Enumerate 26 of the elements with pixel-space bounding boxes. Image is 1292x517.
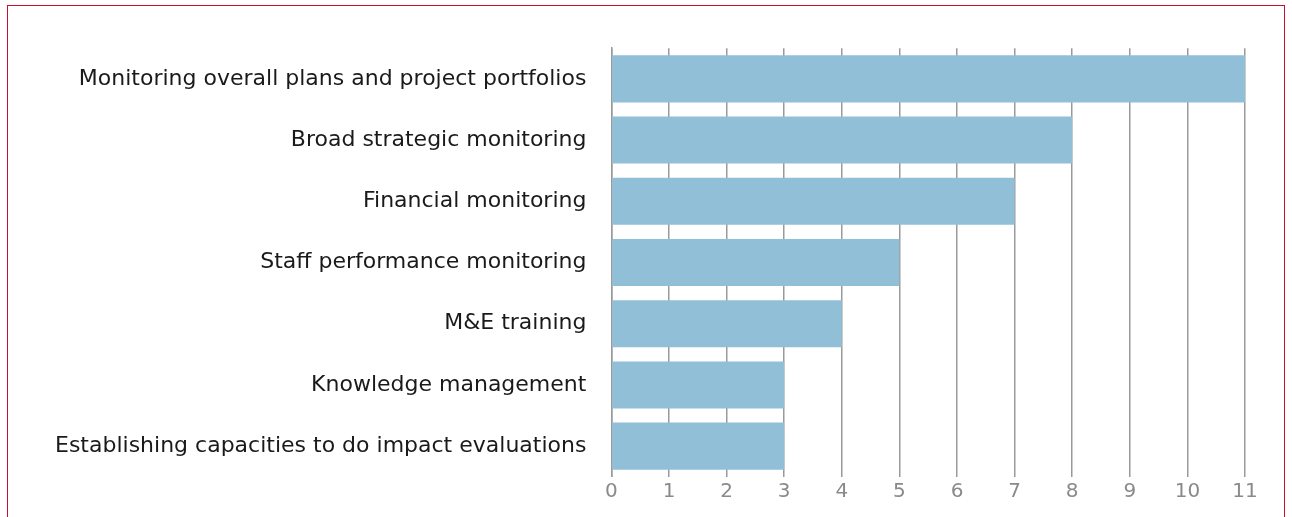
x-tick-label: 5 xyxy=(893,478,906,502)
bar xyxy=(612,300,842,348)
y-tick-label: Knowledge management xyxy=(311,370,587,396)
y-tick-label: Staff performance monitoring xyxy=(260,248,587,274)
x-tick-label: 6 xyxy=(950,478,964,502)
x-tick-label: 3 xyxy=(777,478,791,502)
x-tick-label: 0 xyxy=(605,478,618,502)
x-tick-label: 8 xyxy=(1065,478,1079,502)
bar xyxy=(612,422,785,470)
x-tick-label: 4 xyxy=(835,478,849,502)
bar xyxy=(612,116,1073,164)
bar xyxy=(612,361,785,409)
bar xyxy=(612,238,900,287)
x-tick-label: 1 xyxy=(662,478,676,502)
bar xyxy=(612,55,1245,103)
y-tick-label: Establishing capacities to do impact evaluations xyxy=(54,431,587,457)
y-tick-label: Broad strategic monitoring xyxy=(290,125,587,151)
y-tick-label: M&E training xyxy=(444,309,587,335)
y-tick-label: Financial monitoring xyxy=(362,186,587,212)
x-tick-label: 11 xyxy=(1232,478,1258,502)
bar xyxy=(612,177,1015,225)
y-tick-label: Monitoring overall plans and project portfolios xyxy=(78,64,587,90)
x-tick-label: 2 xyxy=(720,478,733,502)
x-tick-label: 9 xyxy=(1123,478,1137,502)
x-tick-label: 10 xyxy=(1174,478,1201,502)
x-tick-label: 7 xyxy=(1008,478,1021,502)
